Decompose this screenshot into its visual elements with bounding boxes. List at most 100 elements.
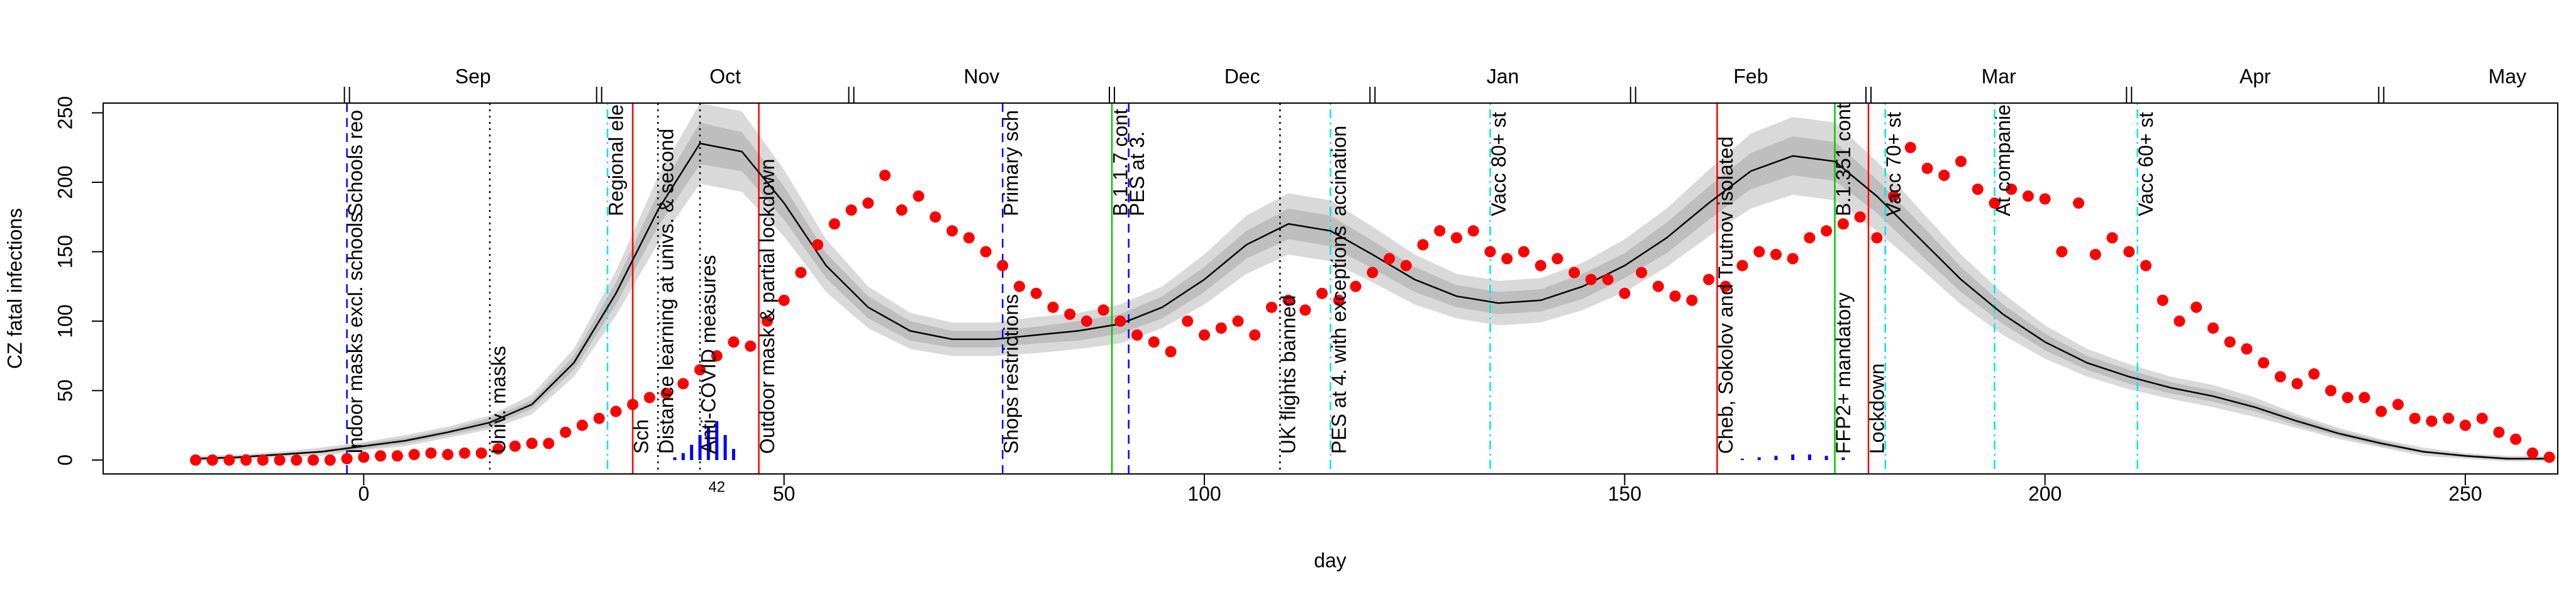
data-point	[2325, 385, 2337, 397]
data-point	[190, 454, 202, 466]
data-point	[2174, 315, 2185, 327]
data-point	[2157, 294, 2168, 306]
data-point	[593, 412, 605, 424]
data-point	[1080, 315, 1092, 327]
event-label: FFP2+ mandatory	[1832, 292, 1855, 454]
data-point	[1972, 184, 1984, 195]
data-point	[1837, 218, 1849, 230]
data-point	[728, 336, 740, 348]
event-label: Cheb, Sokolov and Trutnov isolated	[1714, 136, 1737, 454]
month-label: Apr	[2240, 65, 2271, 87]
data-point	[1467, 225, 1479, 237]
data-point	[291, 454, 303, 466]
data-point	[2106, 232, 2118, 244]
event-label: Primary sch	[1000, 110, 1023, 216]
data-point	[1299, 304, 1311, 316]
event-label: Vacc 60+ st	[2135, 112, 2157, 216]
event-label: Shops restrictions	[1000, 294, 1023, 454]
data-point	[1165, 346, 1177, 358]
data-point	[1400, 260, 1412, 272]
data-point	[2493, 426, 2505, 438]
data-point	[1585, 273, 1597, 285]
data-point	[2056, 246, 2068, 258]
x-tick-label: 150	[1608, 482, 1641, 505]
data-point	[1417, 239, 1429, 251]
data-point	[375, 450, 387, 462]
data-point	[778, 294, 790, 306]
event-label: UK flights banned	[1277, 295, 1300, 454]
y-tick-label: 150	[53, 235, 76, 268]
mean-curve	[195, 142, 2550, 459]
data-point	[795, 267, 807, 278]
event-label: Schools reo	[344, 110, 367, 216]
data-point	[391, 450, 403, 462]
data-point	[576, 419, 588, 431]
data-point	[308, 454, 319, 466]
data-point	[1888, 190, 1900, 202]
data-point	[1013, 280, 1025, 292]
data-point	[1501, 253, 1513, 265]
data-point	[980, 246, 992, 258]
month-label: Feb	[1733, 65, 1768, 87]
data-point	[1854, 211, 1866, 223]
data-point	[930, 211, 941, 223]
data-point	[1518, 246, 1530, 258]
data-point	[2207, 322, 2219, 334]
data-point	[1097, 304, 1109, 316]
data-point	[879, 169, 891, 181]
y-tick-label: 200	[53, 165, 76, 199]
data-point	[711, 350, 723, 362]
month-label: Sep	[455, 65, 491, 87]
month-label: Oct	[709, 65, 741, 87]
data-point	[1148, 336, 1160, 348]
data-point	[2274, 371, 2286, 383]
data-point	[862, 197, 874, 209]
data-point	[2526, 447, 2538, 459]
event-label: At companie	[1992, 104, 2014, 216]
event-label: Regional ele	[604, 104, 627, 216]
data-point	[1921, 162, 1933, 174]
data-point	[1350, 280, 1362, 292]
data-point	[1282, 294, 1294, 306]
spike-peak-label: 42	[708, 478, 725, 495]
data-point	[1686, 294, 1698, 306]
event-label: PES at 4. with exceptions	[1328, 226, 1350, 454]
event-label: Distance learning at univs. & second	[655, 129, 678, 454]
data-point	[2392, 399, 2404, 410]
data-point	[1989, 197, 2001, 209]
event-label: PES at 3.	[1126, 131, 1148, 216]
data-point	[1182, 315, 1194, 327]
event-label: Vacc 70+ st	[1882, 112, 1905, 216]
data-point	[2022, 190, 2034, 202]
data-point	[560, 426, 572, 438]
data-point	[2543, 451, 2555, 463]
data-point	[2140, 260, 2152, 272]
data-point	[2089, 248, 2101, 260]
data-point	[2409, 412, 2421, 424]
data-point	[442, 449, 454, 461]
data-point	[206, 454, 218, 466]
data-point	[1484, 246, 1496, 258]
y-tick-label: 50	[53, 380, 76, 402]
data-point	[2459, 419, 2471, 431]
data-point	[1384, 253, 1396, 265]
data-point	[2308, 368, 2320, 380]
x-tick-label: 0	[358, 482, 369, 505]
data-point	[2224, 336, 2236, 348]
data-point	[1215, 322, 1227, 334]
month-label: Dec	[1224, 65, 1260, 87]
data-point	[1367, 267, 1379, 278]
confidence-band	[196, 122, 2550, 460]
data-point	[2510, 433, 2522, 445]
data-point	[2123, 246, 2135, 258]
month-label: Mar	[1982, 65, 2016, 87]
data-point	[492, 443, 504, 455]
event-label: Sch	[630, 419, 653, 454]
data-point	[963, 232, 975, 244]
event-label: Lockdown	[1865, 363, 1888, 454]
data-point	[257, 454, 269, 466]
data-point	[475, 447, 487, 459]
x-axis-label: day	[1314, 549, 1346, 571]
